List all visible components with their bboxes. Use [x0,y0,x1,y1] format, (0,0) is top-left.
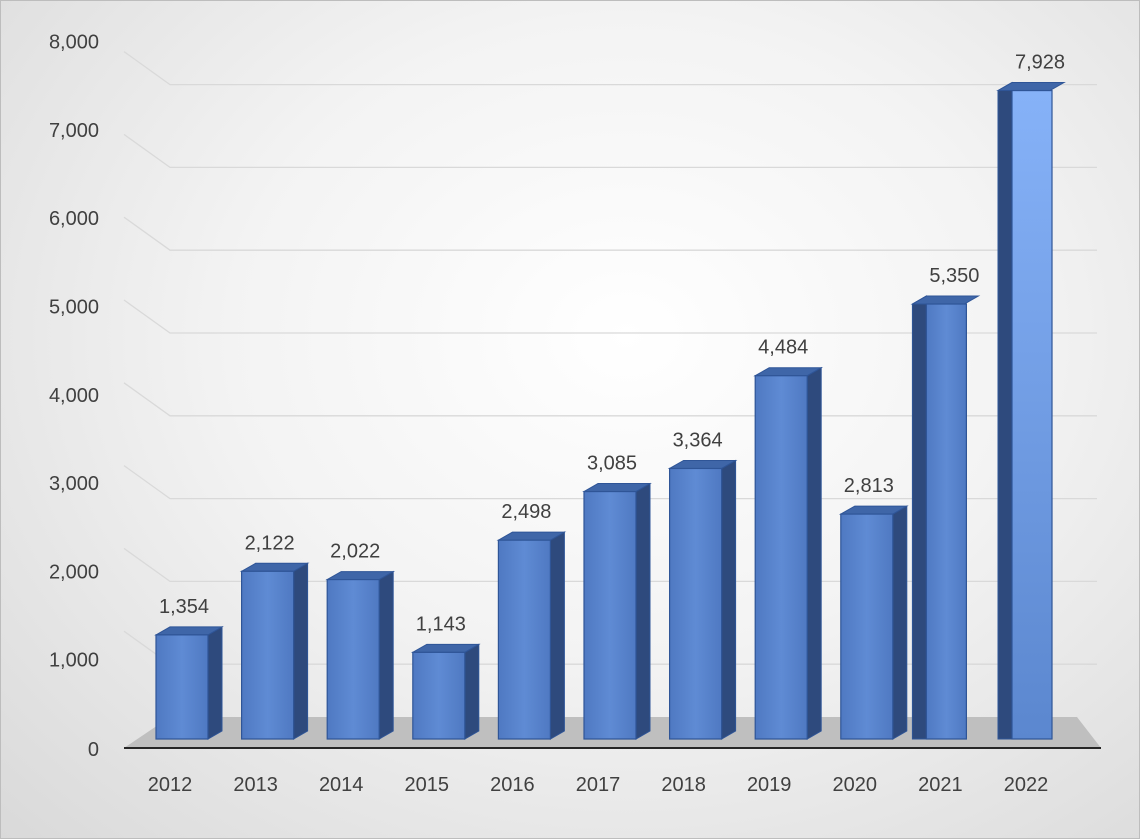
gridlines [123,51,1097,665]
x-tick-label: 2022 [1004,774,1049,796]
y-tick-label: 0 [88,739,99,761]
bar-side-face [549,531,565,740]
bar-2022 [996,81,1066,740]
bar-2021 [910,295,981,740]
bar-side-face [635,482,651,740]
bar-top-face [996,82,1066,92]
x-tick-label: 2014 [319,774,364,796]
gridline [123,51,1097,86]
bar-front-face [583,490,637,740]
bar-front-face [925,303,968,740]
bar-2020 [838,505,909,740]
bar-front-face [754,375,808,740]
x-tick-label: 2015 [405,774,450,796]
y-tick-label: 5,000 [49,297,99,319]
x-tick-label: 2013 [233,774,278,796]
data-label: 2,813 [844,475,894,497]
bar-front-face [326,578,380,740]
data-label: 1,143 [416,613,466,635]
data-label: 4,484 [758,337,808,359]
x-tick-label: 2016 [490,774,535,796]
bar-side-face [892,505,908,740]
bar-front-face [1011,89,1053,740]
y-tick-label: 6,000 [49,208,99,230]
bar-2016 [496,531,567,740]
data-label: 2,022 [330,541,380,563]
bar-2012 [154,626,224,740]
data-label: 3,364 [673,429,723,451]
bar-side-face [721,459,737,740]
data-label: 2,498 [501,501,551,523]
bar-2017 [582,482,652,740]
labels: 1,354 2012 2,122 2013 2,022 2014 1,143 2015 2,49… [49,32,1065,796]
bar-front-face [497,539,551,740]
gridline [123,299,1097,334]
bar-side-face [207,626,223,740]
bar-2014 [325,570,396,740]
bars [154,81,1066,740]
bar-side-face [806,366,822,740]
data-label: 2,122 [245,532,295,554]
gridline [123,216,1097,251]
bar-side-face [911,295,927,740]
x-tick-label: 2012 [148,774,193,796]
bar-2018 [667,459,738,740]
y-tick-label: 2,000 [49,561,99,583]
y-tick-label: 1,000 [49,650,99,672]
y-tick-label: 4,000 [49,385,99,407]
bar-side-face [378,570,394,740]
data-label: 7,928 [1015,52,1065,74]
bar-front-face [412,651,466,740]
x-tick-label: 2021 [918,774,963,796]
bar-front-face [668,467,723,740]
y-tick-label: 7,000 [49,120,99,142]
bar-side-face [293,562,309,740]
bar-front-face [241,570,295,740]
x-tick-label: 2019 [747,774,792,796]
data-label: 3,085 [587,453,637,475]
bar-side-face [997,81,1013,740]
bar-top-face [910,295,981,305]
x-tick-label: 2017 [576,774,621,796]
data-label: 5,350 [929,265,979,287]
bar-side-face [464,643,480,740]
y-tick-label: 3,000 [49,473,99,495]
bar-front-face [840,513,894,740]
bar-2015 [410,643,481,740]
bar-front-face [155,634,209,740]
bar-2013 [239,562,310,740]
bar-2019 [753,366,824,740]
x-tick-label: 2018 [661,774,706,796]
x-tick-label: 2020 [833,774,878,796]
gridline [123,133,1097,169]
data-label: 1,354 [159,596,209,618]
y-tick-label: 8,000 [49,32,99,54]
